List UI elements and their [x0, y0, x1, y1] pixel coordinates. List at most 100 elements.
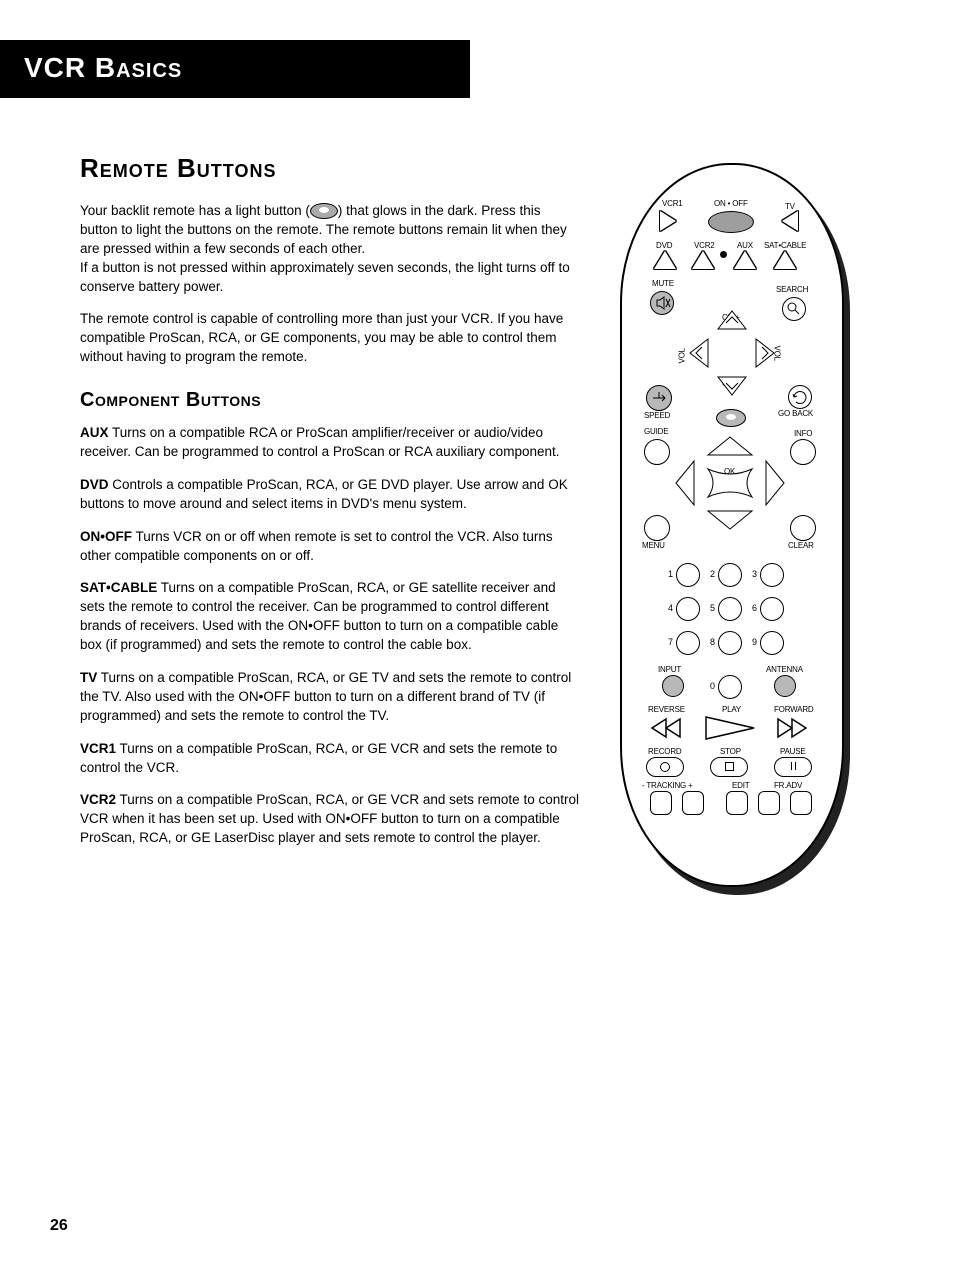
numpad-label-2: 2	[710, 569, 715, 579]
label-speed: SPEED	[644, 411, 670, 420]
tracking-plus-button	[682, 791, 704, 815]
numpad-button-8	[718, 631, 742, 655]
numpad-label-9: 9	[752, 637, 757, 647]
tv-icon	[782, 211, 798, 231]
vcr2-icon	[692, 251, 714, 269]
intro-para-1: Your backlit remote has a light button (…	[80, 202, 580, 296]
page-content: Remote Buttons Your backlit remote has a…	[0, 98, 954, 887]
numpad-label-0: 0	[710, 681, 715, 691]
label-reverse: REVERSE	[648, 705, 685, 714]
definition-desc: Controls a compatible ProScan, RCA, or G…	[80, 477, 568, 511]
label-mute: MUTE	[652, 279, 674, 288]
label-info: INFO	[794, 429, 812, 438]
definition-desc: Turns VCR on or off when remote is set t…	[80, 529, 553, 563]
numpad-button-1	[676, 563, 700, 587]
label-guide: GUIDE	[644, 427, 668, 436]
definition-desc: Turns on a compatible ProScan, RCA, or G…	[80, 741, 557, 775]
label-stop: STOP	[720, 747, 741, 756]
numpad-button-3	[760, 563, 784, 587]
dpad-icon	[684, 305, 780, 401]
definition-list: AUX Turns on a compatible RCA or ProScan…	[80, 424, 580, 848]
numpad-label-3: 3	[752, 569, 757, 579]
extra-button	[790, 791, 812, 815]
label-satcable: SAT•CABLE	[764, 241, 806, 250]
label-menu: MENU	[642, 541, 665, 550]
numpad-button-2	[718, 563, 742, 587]
remote-column: VCR1 ON • OFF TV DVD VCR2 AUX SAT•CABLE …	[620, 153, 880, 887]
definition-desc: Turns on a compatible ProScan, RCA, or G…	[80, 792, 579, 845]
fradv-button	[758, 791, 780, 815]
definition-term: ON•OFF	[80, 529, 132, 544]
definition-item: TV Turns on a compatible ProScan, RCA, o…	[80, 669, 580, 726]
definition-term: AUX	[80, 425, 109, 440]
text-column: Remote Buttons Your backlit remote has a…	[80, 153, 580, 887]
vcr1-icon	[660, 211, 676, 231]
remote-diagram: VCR1 ON • OFF TV DVD VCR2 AUX SAT•CABLE …	[620, 163, 844, 887]
antenna-button	[774, 675, 796, 697]
record-button	[646, 757, 684, 777]
label-goback: GO BACK	[778, 409, 813, 418]
input-button	[662, 675, 684, 697]
menu-button	[644, 515, 670, 541]
intro-1a: Your backlit remote has a light button (	[80, 203, 310, 218]
label-vcr2: VCR2	[694, 241, 715, 250]
chapter-title: VCR Basics	[24, 52, 446, 84]
definition-term: SAT•CABLE	[80, 580, 157, 595]
label-record: RECORD	[648, 747, 681, 756]
label-ok: OK	[724, 467, 735, 476]
label-tracking: - TRACKING +	[642, 781, 693, 790]
light-button	[716, 409, 746, 427]
forward-button	[774, 715, 814, 741]
definition-item: SAT•CABLE Turns on a compatible ProScan,…	[80, 579, 580, 655]
satcable-icon	[774, 251, 796, 269]
definition-item: VCR2 Turns on a compatible ProScan, RCA,…	[80, 791, 580, 848]
numpad-label-1: 1	[668, 569, 673, 579]
intro-1c: If a button is not pressed within approx…	[80, 260, 570, 294]
label-aux: AUX	[737, 241, 753, 250]
numpad-button-6	[760, 597, 784, 621]
label-onoff: ON • OFF	[714, 199, 748, 208]
search-button	[782, 297, 806, 321]
onoff-button	[708, 211, 754, 233]
numpad-button-5	[718, 597, 742, 621]
label-antenna: ANTENNA	[766, 665, 803, 674]
chapter-header: VCR Basics	[0, 40, 470, 98]
tracking-minus-button	[650, 791, 672, 815]
section-title: Remote Buttons	[80, 153, 580, 184]
definition-item: VCR1 Turns on a compatible ProScan, RCA,…	[80, 740, 580, 778]
label-vcr1: VCR1	[662, 199, 683, 208]
numpad-button-7	[676, 631, 700, 655]
numpad-label-4: 4	[668, 603, 673, 613]
dvd-icon	[654, 251, 676, 269]
definition-item: DVD Controls a compatible ProScan, RCA, …	[80, 476, 580, 514]
label-forward: FORWARD	[774, 705, 814, 714]
subsection-title: Component Buttons	[80, 389, 580, 412]
definition-item: ON•OFF Turns VCR on or off when remote i…	[80, 528, 580, 566]
reverse-button	[644, 715, 684, 741]
numpad-label-8: 8	[710, 637, 715, 647]
label-pause: PAUSE	[780, 747, 806, 756]
info-button	[790, 439, 816, 465]
page-number: 26	[50, 1217, 68, 1235]
guide-button	[644, 439, 670, 465]
numpad-button-9	[760, 631, 784, 655]
pause-button	[774, 757, 812, 777]
nav-diamond-icon	[668, 429, 792, 537]
definition-desc: Turns on a compatible RCA or ProScan amp…	[80, 425, 559, 459]
numpad-button-0	[718, 675, 742, 699]
mute-button	[650, 291, 674, 315]
intro-para-2: The remote control is capable of control…	[80, 310, 580, 367]
goback-button	[788, 385, 812, 409]
edit-button	[726, 791, 748, 815]
definition-desc: Turns on a compatible ProScan, RCA, or G…	[80, 670, 571, 723]
clear-button	[790, 515, 816, 541]
label-edit: EDIT	[732, 781, 749, 790]
aux-indicator-dot	[720, 251, 727, 258]
light-icon	[310, 203, 338, 219]
label-search: SEARCH	[776, 285, 808, 294]
numpad-label-6: 6	[752, 603, 757, 613]
definition-item: AUX Turns on a compatible RCA or ProScan…	[80, 424, 580, 462]
label-tv: TV	[785, 202, 795, 211]
definition-term: DVD	[80, 477, 109, 492]
definition-term: VCR1	[80, 741, 116, 756]
